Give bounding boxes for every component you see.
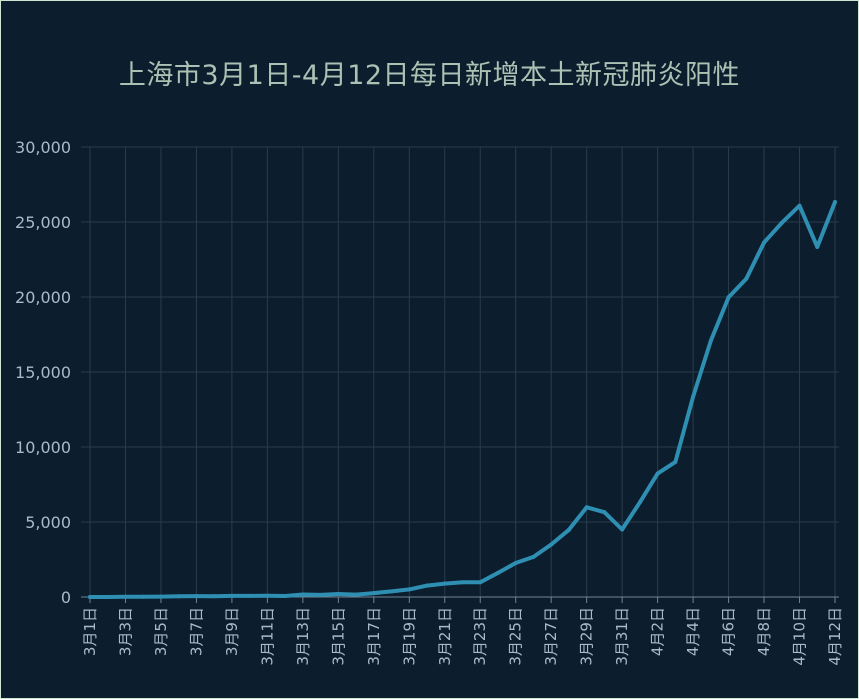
data-point xyxy=(833,200,837,205)
series-layer xyxy=(88,200,837,599)
x-tick-label: 3月1日 xyxy=(81,607,99,656)
x-tick-label: 3月17日 xyxy=(365,607,383,666)
data-point xyxy=(229,593,234,598)
x-tick-label: 4月10日 xyxy=(791,607,809,666)
data-point xyxy=(265,593,270,598)
data-point xyxy=(691,394,696,399)
x-tick-label: 3月27日 xyxy=(542,607,560,666)
data-point xyxy=(247,593,252,598)
x-tick-label: 3月19日 xyxy=(400,607,418,666)
data-point xyxy=(637,500,642,505)
x-tick-label: 3月25日 xyxy=(507,607,525,666)
data-point xyxy=(460,580,465,585)
data-point xyxy=(513,560,518,565)
data-point xyxy=(495,570,500,575)
x-tick-label: 3月31日 xyxy=(613,607,631,666)
x-tick-label: 3月21日 xyxy=(436,607,454,666)
x-tick-label: 4月2日 xyxy=(649,607,667,656)
data-point xyxy=(123,594,128,599)
y-tick-label: 5,000 xyxy=(25,513,71,532)
data-point xyxy=(371,591,376,596)
data-point xyxy=(726,295,731,300)
data-point xyxy=(194,594,199,599)
x-tick-label: 4月4日 xyxy=(684,607,702,656)
x-tick-label: 4月12日 xyxy=(826,607,844,666)
data-point xyxy=(283,594,288,599)
data-point xyxy=(797,203,802,208)
x-tick-label: 4月8日 xyxy=(755,607,773,656)
data-point xyxy=(407,587,412,592)
x-tick-label: 3月5日 xyxy=(152,607,170,656)
y-tick-label: 15,000 xyxy=(15,363,71,382)
data-point xyxy=(336,591,341,596)
data-point xyxy=(389,589,394,594)
x-tick-label: 3月9日 xyxy=(223,607,241,656)
y-tick-label: 0 xyxy=(61,588,71,607)
data-point xyxy=(300,592,305,597)
data-point xyxy=(744,276,749,281)
data-point xyxy=(531,554,536,559)
data-point xyxy=(318,592,323,597)
x-tick-label: 3月15日 xyxy=(329,607,347,666)
x-tick-label: 3月11日 xyxy=(258,607,276,666)
data-point xyxy=(584,505,589,510)
x-tick-label: 3月13日 xyxy=(294,607,312,666)
data-point xyxy=(602,510,607,515)
series-line xyxy=(88,200,837,599)
data-point xyxy=(655,471,660,476)
grid-lines xyxy=(81,146,839,597)
data-point xyxy=(708,338,713,343)
data-point xyxy=(176,594,181,599)
x-tick-label: 3月29日 xyxy=(578,607,596,666)
data-point xyxy=(212,594,217,599)
y-tick-label: 25,000 xyxy=(15,213,71,232)
data-point xyxy=(549,542,554,547)
data-point xyxy=(442,581,447,586)
y-tick-label: 20,000 xyxy=(15,288,71,307)
x-tick-label: 3月7日 xyxy=(187,607,205,656)
data-point xyxy=(779,220,784,225)
data-point xyxy=(141,594,146,599)
data-point xyxy=(425,583,430,588)
x-tick-label: 3月3日 xyxy=(116,607,134,656)
x-axis-ticks: 3月1日 3月3日 3月5日 3月7日 3月9日 3月11日 3月13日 3月15日 3月17日… xyxy=(81,607,844,666)
data-point xyxy=(815,244,820,249)
x-tick-label: 3月23日 xyxy=(471,607,489,666)
x-tick-label: 4月6日 xyxy=(720,607,738,656)
data-point xyxy=(620,527,625,532)
data-point xyxy=(673,459,678,464)
chart-title: 上海市3月1日-4月12日每日新增本土新冠肺炎阳性 xyxy=(118,60,741,91)
data-point xyxy=(762,240,767,245)
y-tick-label: 10,000 xyxy=(15,438,71,457)
data-point xyxy=(105,594,110,599)
data-point xyxy=(566,527,571,532)
data-point xyxy=(478,580,483,585)
y-tick-label: 30,000 xyxy=(15,138,71,157)
data-point xyxy=(158,594,163,599)
data-point xyxy=(88,594,92,599)
data-point xyxy=(354,592,359,597)
y-axis-ticks: 0 5,000 10,000 15,000 20,000 25,000 30,000 xyxy=(15,138,71,607)
